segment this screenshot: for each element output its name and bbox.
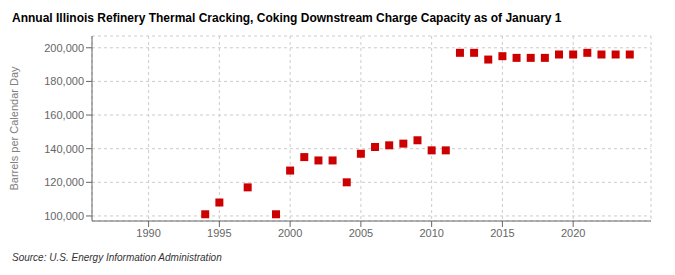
svg-text:1995: 1995	[207, 227, 231, 239]
html-text:Annual Illinois Refinery Therm: Annual Illinois Refinery Thermal Crackin…	[12, 11, 562, 25]
svg-text:2010: 2010	[419, 227, 443, 239]
svg-text:2005: 2005	[349, 227, 373, 239]
svg-text:120,000: 120,000	[44, 176, 84, 188]
svg-text:160,000: 160,000	[44, 109, 84, 121]
html-text:Source: U.S. Energy Informatio: Source: U.S. Energy Information Administ…	[12, 252, 222, 263]
svg-text:2015: 2015	[490, 227, 514, 239]
svg-text:1990: 1990	[136, 227, 160, 239]
svg-text:2000: 2000	[278, 227, 302, 239]
svg-text:2020: 2020	[561, 227, 585, 239]
svg-text:100,000: 100,000	[44, 210, 84, 222]
svg-text:Barrels per Calendar Day: Barrels per Calendar Day	[8, 66, 20, 191]
svg-text:140,000: 140,000	[44, 143, 84, 155]
svg-text:180,000: 180,000	[44, 75, 84, 87]
svg-text:200,000: 200,000	[44, 42, 84, 54]
